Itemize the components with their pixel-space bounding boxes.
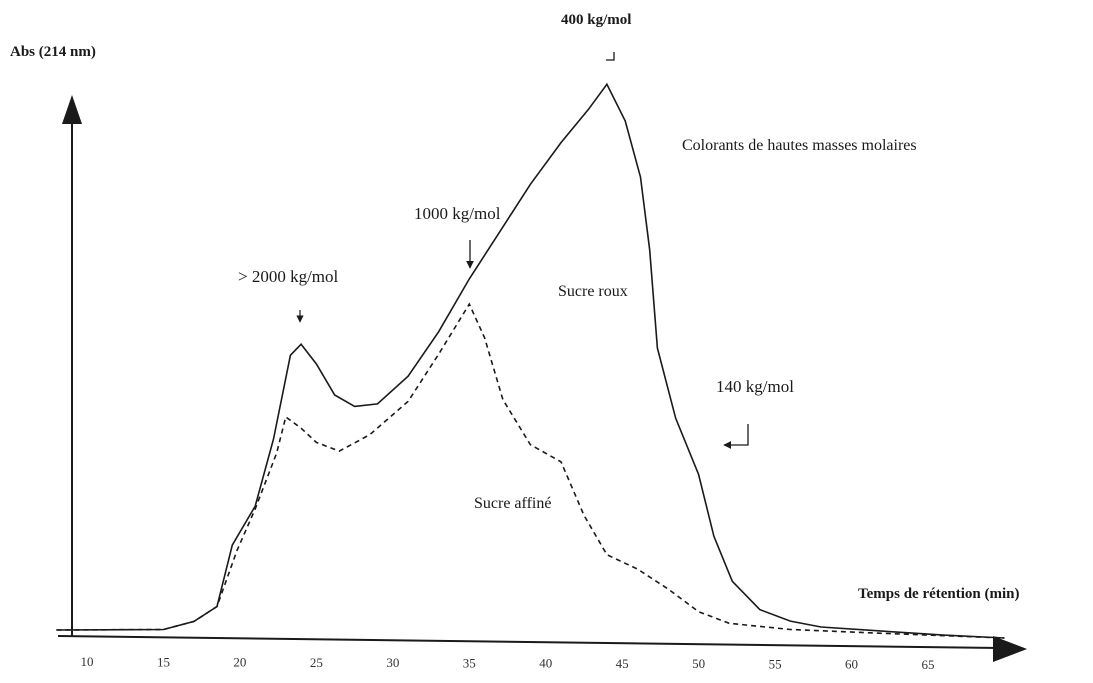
y-axis-label: Abs (214 nm) (10, 44, 96, 60)
y-axis-arrowhead (62, 95, 82, 124)
x-tick-label: 10 (81, 654, 94, 669)
x-tick-label: 30 (386, 655, 399, 670)
x-tick-label: 45 (616, 656, 629, 671)
label-sucre-roux: Sucre roux (558, 283, 628, 300)
annotation-140: 140 kg/mol (716, 377, 794, 396)
arrow-140 (723, 424, 749, 449)
annotation-2000: > 2000 kg/mol (238, 267, 339, 286)
x-tick-label: 65 (922, 657, 935, 672)
x-tick-label: 60 (845, 657, 858, 672)
x-tick-label: 40 (539, 656, 552, 671)
series-line-sucre-roux (56, 82, 1005, 639)
x-tick-label: 50 (692, 656, 705, 671)
x-tick-label: 55 (769, 656, 782, 671)
annotation-400: 400 kg/mol (561, 12, 631, 28)
label-sucre-affine: Sucre affiné (474, 495, 551, 512)
x-axis-arrowhead (993, 636, 1027, 662)
arrow-400 (606, 52, 615, 61)
x-tick-labels: 10 15 20 25 30 35 40 45 50 55 60 65 (81, 654, 935, 672)
x-tick-label: 25 (310, 655, 323, 670)
x-tick-label: 20 (233, 655, 246, 670)
annotation-1000: 1000 kg/mol (414, 204, 501, 223)
x-tick-label: 35 (463, 655, 476, 670)
annotation-colorants: Colorants de hautes masses molaires (682, 137, 917, 154)
x-axis-line (57, 635, 1001, 649)
x-tick-label: 15 (157, 654, 170, 669)
series-line-sucre-affine (56, 302, 1005, 639)
x-axis-label: Temps de rétention (min) (858, 586, 1020, 602)
